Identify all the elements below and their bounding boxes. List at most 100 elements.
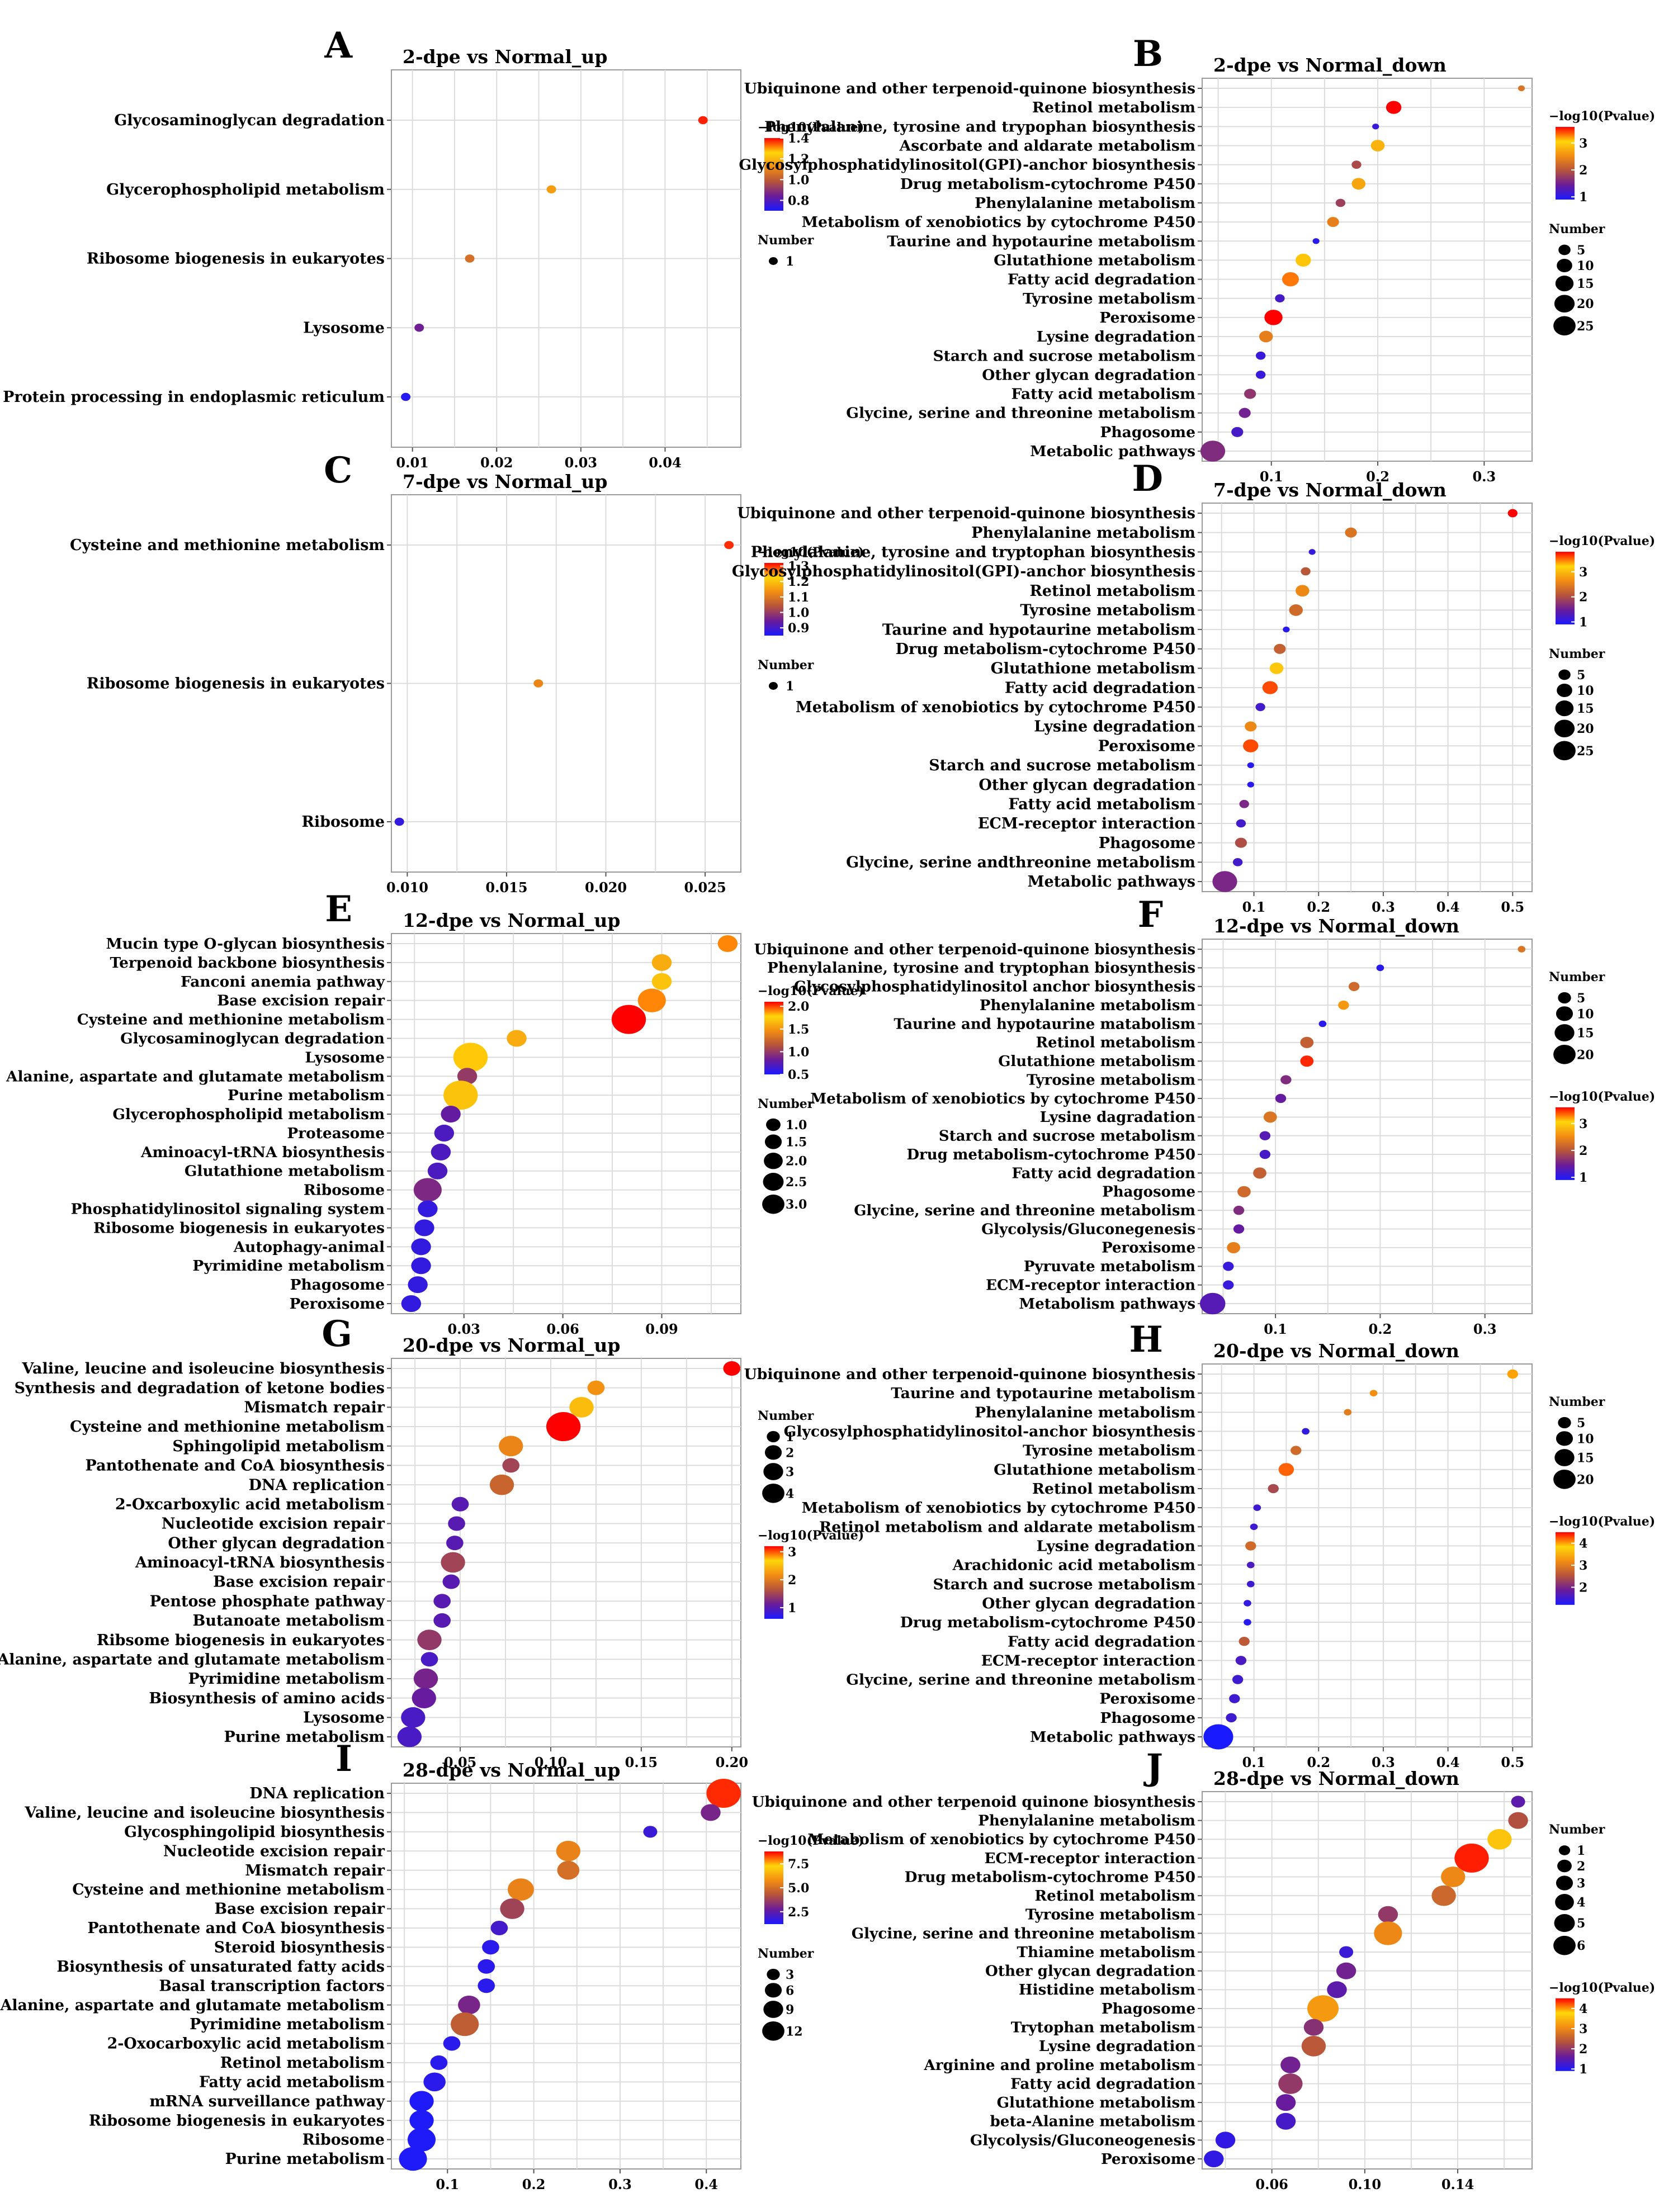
color-bar-tick-label: 3 <box>1579 1559 1587 1573</box>
data-point <box>443 2036 461 2051</box>
color-bar <box>764 138 783 211</box>
size-legend-dot <box>762 1483 784 1503</box>
size-legend-label: 20 <box>1577 722 1594 736</box>
y-tick-label: Fatty acid metabolism <box>1008 795 1195 813</box>
panel-letter: D <box>1132 458 1164 500</box>
data-point <box>1275 294 1285 303</box>
panel-j: J 28-dpe vs Normal_down Ubiquinone and oth… <box>752 1746 1656 2192</box>
data-point <box>1274 643 1286 654</box>
y-tick-label: Retinol metabolism <box>1032 1480 1195 1498</box>
y-tick-label: Peroxisome <box>1102 1240 1195 1257</box>
data-point <box>1351 160 1362 169</box>
data-point <box>637 988 666 1012</box>
size-legend-label: 15 <box>1577 702 1594 716</box>
y-tick-label: Drug metabolism-cytochrome P450 <box>907 1147 1196 1163</box>
data-point <box>413 1668 438 1689</box>
color-bar-tick-label: 1 <box>1579 190 1587 205</box>
data-point <box>401 1707 426 1728</box>
y-tick-label: Phagosome <box>1102 2000 1195 2017</box>
y-tick-label: DNA replication <box>249 1785 385 1802</box>
size-legend-dot <box>1555 276 1574 292</box>
y-tick-label: Fatty acid degradation <box>1010 2075 1195 2092</box>
size-legend-label: 2 <box>786 1446 794 1460</box>
y-tick-label: Ascorbate and aldarate metabolism <box>899 138 1195 155</box>
data-point <box>1308 549 1316 555</box>
data-point <box>451 1496 469 1512</box>
size-legend-label: 6 <box>1577 1939 1585 1953</box>
y-tick-label: Glutathione metabolism <box>997 2094 1196 2111</box>
y-tick-label: Basal transcription factors <box>159 1977 385 1995</box>
color-bar-tick-label: 1.1 <box>788 590 809 605</box>
y-tick-label: Ubiquinone and other terpenoid-quinone b… <box>737 505 1195 522</box>
data-point <box>1232 858 1243 866</box>
data-point <box>1262 681 1278 694</box>
y-tick-label: ECM-receptor interaction <box>986 1277 1195 1294</box>
x-tick-label: 0.05 <box>444 1754 476 1770</box>
data-point <box>1386 101 1402 114</box>
size-legend-dot <box>766 1118 781 1131</box>
size-legend-dot <box>1558 1417 1571 1429</box>
color-bar <box>1556 1532 1575 1605</box>
color-bar-tick-label: 0.8 <box>788 193 809 208</box>
color-bar-tick-label: 2 <box>1579 1144 1587 1158</box>
y-tick-label: Peroxisome <box>1099 309 1195 326</box>
color-bar-tick-label: 3 <box>1579 2022 1587 2036</box>
y-tick-label: Starch and sucrose metabolism <box>933 1576 1195 1593</box>
y-tick-label: Lysine degradation <box>1039 2038 1195 2055</box>
y-tick-label: Synthesis and degradation of ketone bodi… <box>15 1380 385 1397</box>
y-tick-label: Metabolic pathways <box>1030 1728 1195 1746</box>
data-point <box>556 1840 581 1862</box>
data-point <box>1259 1131 1271 1140</box>
data-point <box>1232 1675 1244 1684</box>
size-legend-dot <box>767 1968 780 1981</box>
size-legend-dot <box>1558 669 1571 680</box>
y-tick-label: Pantothenate and CoA biosynthesis <box>86 1457 385 1475</box>
x-tick-label: 0.01 <box>396 454 428 471</box>
data-point <box>1345 527 1357 538</box>
panel-letter: H <box>1129 1319 1163 1361</box>
data-point <box>1212 871 1237 892</box>
y-tick-label: Base excision repair <box>214 1901 385 1918</box>
data-point <box>1283 626 1290 633</box>
y-tick-label: Retinol metabolism <box>1029 582 1195 600</box>
data-point <box>433 1594 451 1609</box>
data-point <box>1275 2112 1296 2130</box>
data-point <box>457 1068 478 1085</box>
size-legend-title: Number <box>1549 970 1605 984</box>
y-tick-label: Glycosylphosphatidylinositol anchor bios… <box>794 979 1195 996</box>
color-bar-tick-label: 0.5 <box>788 1068 809 1082</box>
y-tick-label: Glutathione metabolism <box>185 1163 385 1180</box>
data-point <box>1223 1262 1234 1271</box>
data-point <box>1351 178 1366 190</box>
data-point <box>1215 2132 1236 2149</box>
y-tick-label: Ribsome biogenesis in eukaryotes <box>97 1632 385 1649</box>
y-tick-label: Lysine degradation <box>1034 718 1195 736</box>
size-legend-label: 20 <box>1577 1472 1594 1487</box>
panel-title: 7-dpe vs Normal_down <box>1213 479 1447 501</box>
y-tick-label: Glycosylphosphatidylinositol(GPI)-anchor… <box>739 157 1195 174</box>
y-tick-label: Tyrosine metabolism <box>1023 1442 1195 1460</box>
data-point <box>1264 310 1283 325</box>
color-legend-title: −log10(Pvalue) <box>1549 1090 1655 1104</box>
data-point <box>1370 140 1385 151</box>
data-point <box>1223 1280 1234 1290</box>
data-point <box>1344 1409 1352 1416</box>
x-tick-label: 0.2 <box>1366 468 1389 485</box>
data-point <box>1245 721 1257 732</box>
panel-g: G 20-dpe vs Normal_up Valine, leucine and … <box>0 1313 864 1770</box>
y-tick-label: Glycolysis/Gluconeogenesis <box>970 2132 1195 2149</box>
y-tick-label: Other glycan degradation <box>979 776 1195 794</box>
x-tick-label: 0.09 <box>645 1321 678 1337</box>
color-bar-tick-label: 4 <box>1579 1537 1587 1551</box>
color-bar-tick-label: 1 <box>1579 1171 1587 1185</box>
y-tick-label: Drug metabolism-cytochrome P450 <box>896 641 1195 658</box>
y-tick-label: ECM-receptor interaction <box>981 1652 1195 1669</box>
data-point <box>1508 1812 1528 1829</box>
data-point <box>1302 1428 1310 1435</box>
size-legend-dot <box>1554 719 1575 738</box>
color-bar-tick-label: 1 <box>1579 2062 1587 2077</box>
y-tick-label: Other glycan degradation <box>982 366 1195 383</box>
data-point <box>1374 1921 1402 1945</box>
size-legend-dot <box>1553 1469 1576 1489</box>
data-point <box>1300 1055 1314 1067</box>
